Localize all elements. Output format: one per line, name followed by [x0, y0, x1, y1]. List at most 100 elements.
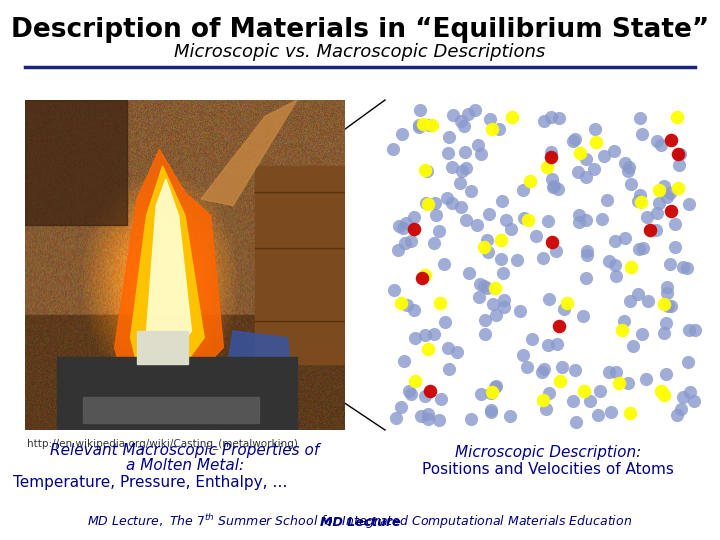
- Point: [603, 368, 615, 377]
- Point: [480, 330, 491, 339]
- Point: [683, 326, 695, 334]
- Point: [446, 199, 457, 207]
- Point: [580, 215, 591, 224]
- Point: [550, 246, 562, 255]
- Point: [473, 293, 485, 301]
- Point: [478, 243, 490, 252]
- Point: [478, 282, 490, 291]
- Point: [637, 244, 649, 252]
- Point: [581, 251, 593, 259]
- Point: [495, 255, 507, 264]
- Point: [546, 113, 557, 122]
- Point: [469, 105, 480, 114]
- Point: [580, 154, 592, 163]
- Point: [644, 225, 656, 234]
- Point: [642, 213, 653, 221]
- Point: [485, 408, 497, 416]
- Point: [552, 184, 564, 193]
- Point: [482, 248, 494, 256]
- Point: [481, 236, 492, 245]
- Point: [572, 167, 584, 176]
- Point: [542, 217, 554, 226]
- Point: [459, 148, 471, 157]
- Point: [433, 416, 445, 425]
- Polygon shape: [201, 100, 297, 206]
- Point: [408, 225, 420, 233]
- Point: [517, 185, 528, 194]
- Point: [543, 341, 554, 349]
- Point: [540, 404, 552, 413]
- Point: [619, 158, 631, 167]
- Point: [422, 345, 433, 353]
- Point: [665, 206, 677, 215]
- Point: [588, 165, 600, 173]
- Point: [483, 210, 495, 219]
- Text: Microscopic Description:: Microscopic Description:: [455, 446, 641, 461]
- Point: [454, 179, 465, 187]
- Point: [433, 227, 445, 235]
- Text: Relevant Macroscopic Properties of: Relevant Macroscopic Properties of: [50, 442, 320, 457]
- Point: [392, 245, 403, 254]
- Point: [603, 257, 614, 266]
- Point: [455, 202, 467, 211]
- Polygon shape: [114, 150, 223, 381]
- Point: [536, 367, 547, 376]
- Point: [409, 333, 420, 342]
- Point: [465, 186, 477, 195]
- Point: [439, 318, 451, 327]
- Bar: [57, 357, 297, 430]
- Point: [660, 369, 671, 378]
- Point: [416, 273, 428, 282]
- Point: [584, 396, 595, 405]
- Point: [413, 121, 425, 130]
- Point: [438, 260, 449, 268]
- Point: [463, 269, 474, 278]
- Point: [442, 344, 454, 353]
- Point: [650, 225, 662, 234]
- Point: [521, 363, 532, 372]
- Point: [578, 387, 590, 396]
- Point: [474, 280, 486, 289]
- Point: [554, 114, 565, 123]
- Bar: [25, 100, 127, 225]
- Point: [500, 215, 512, 224]
- Point: [544, 294, 555, 303]
- Point: [517, 350, 528, 359]
- Point: [570, 134, 581, 143]
- Point: [635, 198, 647, 207]
- Point: [684, 388, 696, 397]
- Point: [414, 105, 426, 114]
- Point: [613, 379, 625, 387]
- Point: [624, 297, 635, 306]
- Point: [496, 197, 508, 205]
- Point: [456, 167, 467, 176]
- Point: [435, 394, 446, 403]
- Point: [405, 237, 417, 245]
- Point: [556, 363, 567, 372]
- Point: [623, 166, 634, 175]
- Point: [660, 319, 672, 327]
- Point: [419, 166, 431, 174]
- Point: [538, 395, 549, 404]
- Point: [387, 144, 399, 153]
- Point: [681, 264, 693, 272]
- Point: [459, 121, 470, 130]
- Point: [538, 117, 549, 125]
- Text: MD Lecture: MD Lecture: [320, 516, 400, 529]
- Point: [442, 149, 454, 158]
- Point: [656, 387, 667, 395]
- Point: [419, 392, 431, 401]
- Point: [688, 397, 700, 406]
- Point: [616, 326, 628, 334]
- Point: [567, 137, 579, 145]
- Point: [561, 298, 572, 307]
- Point: [493, 124, 505, 133]
- Point: [658, 390, 670, 399]
- Text: a Molten Metal:: a Molten Metal:: [126, 458, 244, 474]
- Point: [546, 175, 558, 184]
- Point: [415, 411, 427, 420]
- Point: [625, 263, 636, 272]
- Point: [531, 232, 542, 240]
- Point: [653, 199, 665, 207]
- Point: [573, 218, 585, 226]
